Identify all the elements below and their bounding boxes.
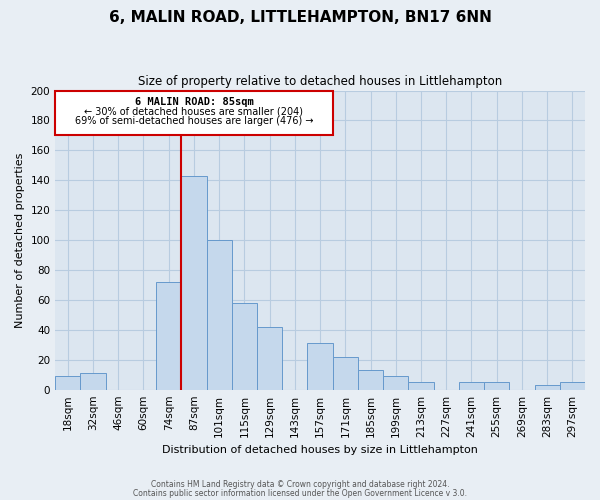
- Bar: [156, 282, 181, 390]
- Text: ← 30% of detached houses are smaller (204): ← 30% of detached houses are smaller (20…: [85, 106, 304, 117]
- Bar: [307, 344, 332, 390]
- Text: 6, MALIN ROAD, LITTLEHAMPTON, BN17 6NN: 6, MALIN ROAD, LITTLEHAMPTON, BN17 6NN: [109, 10, 491, 25]
- Bar: [80, 373, 106, 390]
- Text: Contains public sector information licensed under the Open Government Licence v : Contains public sector information licen…: [133, 488, 467, 498]
- Bar: [484, 382, 509, 390]
- Bar: [181, 176, 206, 390]
- Y-axis label: Number of detached properties: Number of detached properties: [15, 152, 25, 328]
- Bar: [409, 382, 434, 390]
- Bar: [55, 376, 80, 390]
- Bar: [232, 303, 257, 390]
- Bar: [535, 385, 560, 390]
- Bar: [332, 357, 358, 390]
- Text: Contains HM Land Registry data © Crown copyright and database right 2024.: Contains HM Land Registry data © Crown c…: [151, 480, 449, 489]
- Bar: [257, 327, 282, 390]
- Bar: [358, 370, 383, 390]
- FancyBboxPatch shape: [55, 90, 332, 136]
- Bar: [206, 240, 232, 390]
- Title: Size of property relative to detached houses in Littlehampton: Size of property relative to detached ho…: [138, 75, 502, 88]
- Text: 69% of semi-detached houses are larger (476) →: 69% of semi-detached houses are larger (…: [74, 116, 313, 126]
- X-axis label: Distribution of detached houses by size in Littlehampton: Distribution of detached houses by size …: [162, 445, 478, 455]
- Bar: [459, 382, 484, 390]
- Bar: [560, 382, 585, 390]
- Text: 6 MALIN ROAD: 85sqm: 6 MALIN ROAD: 85sqm: [134, 96, 253, 106]
- Bar: [383, 376, 409, 390]
